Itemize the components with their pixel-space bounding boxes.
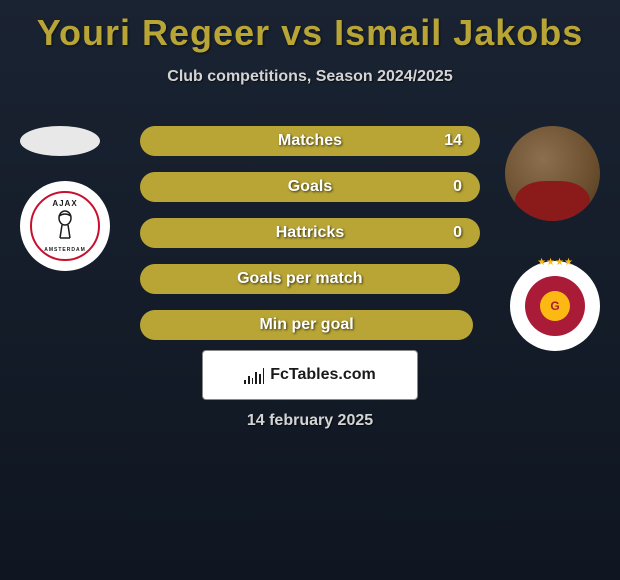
ajax-figure-icon	[50, 210, 80, 245]
stat-bar-min-per-goal: Min per goal	[140, 310, 473, 340]
player-avatar-right	[505, 126, 600, 221]
stat-bars-container: Matches 14 Goals 0 Hattricks 0 Goals per match…	[140, 126, 480, 356]
stat-label: Matches	[278, 132, 342, 150]
ajax-text-bottom: AMSTERDAM	[44, 247, 86, 253]
stat-bar-goals: Goals 0	[140, 172, 480, 202]
branding-box: FcTables.com	[202, 350, 418, 400]
branding-label: FcTables.com	[270, 366, 376, 384]
bar-chart-icon	[244, 366, 264, 384]
stat-label: Hattricks	[276, 224, 344, 242]
player-avatar-left	[20, 126, 100, 156]
stat-label: Goals	[288, 178, 332, 196]
team-badge-right: ★★★★ G	[510, 261, 600, 351]
galatasaray-badge: G	[525, 276, 585, 336]
stat-bar-goals-per-match: Goals per match	[140, 264, 460, 294]
stat-bar-matches: Matches 14	[140, 126, 480, 156]
stat-label: Min per goal	[259, 316, 353, 334]
date-text: 14 february 2025	[0, 412, 620, 430]
ajax-text-top: AJAX	[52, 199, 77, 208]
page-title: Youri Regeer vs Ismail Jakobs	[0, 0, 620, 54]
page-subtitle: Club competitions, Season 2024/2025	[0, 68, 620, 86]
stars-icon: ★★★★	[537, 257, 573, 268]
content-area: AJAX AMSTERDAM ★★★★ G Matches14Goals0Hat…	[0, 116, 620, 366]
team-badge-left: AJAX AMSTERDAM	[20, 181, 110, 271]
stat-label: Goals per match	[237, 270, 362, 288]
stat-value-right: 0	[453, 224, 462, 242]
gs-initials: G	[540, 291, 570, 321]
stat-value-right: 14	[444, 132, 462, 150]
stat-bar-hattricks: Hattricks 0	[140, 218, 480, 248]
ajax-badge: AJAX AMSTERDAM	[30, 191, 100, 261]
stat-value-right: 0	[453, 178, 462, 196]
